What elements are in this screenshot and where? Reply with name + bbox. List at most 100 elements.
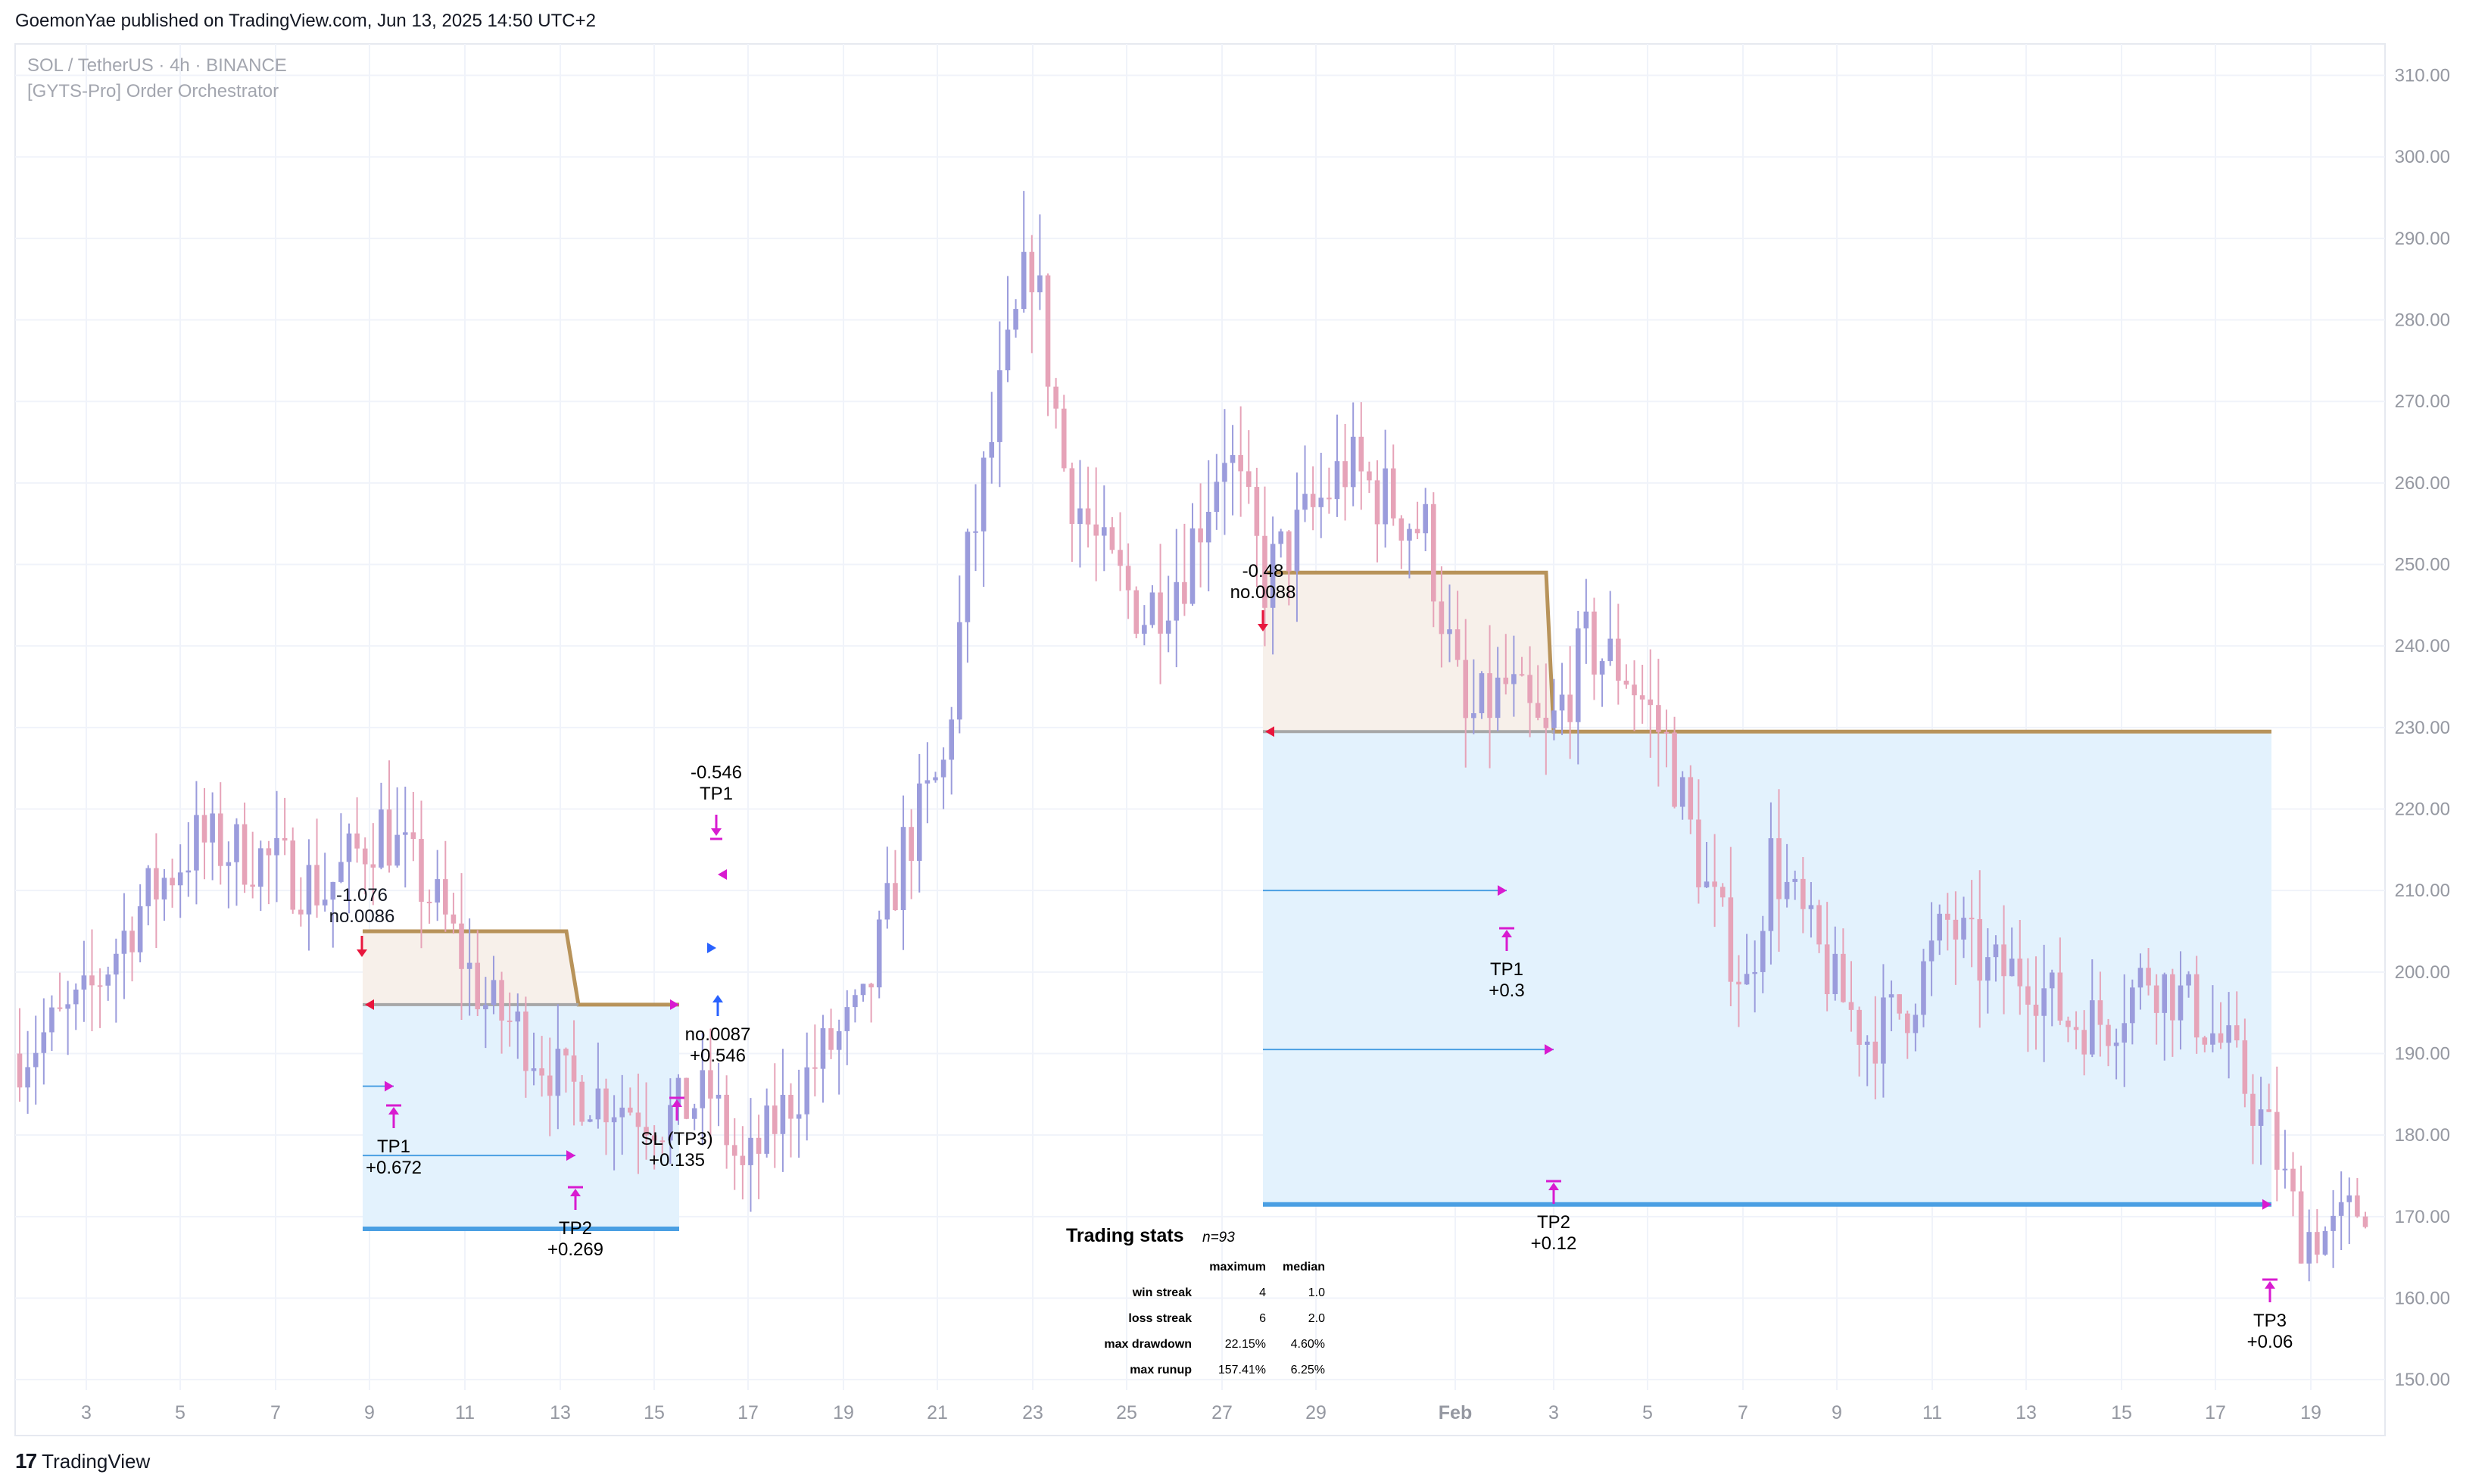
candle-body xyxy=(443,879,448,915)
candle-body xyxy=(1551,710,1557,728)
candle-body xyxy=(25,1067,30,1088)
candle-body xyxy=(611,1117,617,1123)
tradingview-brand: TradingView xyxy=(42,1449,151,1473)
candle-body xyxy=(1133,590,1140,634)
price-tick-label: 180.00 xyxy=(2395,1125,2450,1146)
candle-body xyxy=(1888,994,1894,998)
price-tick-label: 170.00 xyxy=(2395,1207,2450,1227)
candle-body xyxy=(1158,592,1163,634)
candle-body xyxy=(1367,471,1372,481)
candle-body xyxy=(2290,1168,2296,1192)
candle-body xyxy=(860,984,866,996)
candle-body xyxy=(796,1114,802,1119)
candle-body xyxy=(893,883,898,911)
candle-body xyxy=(154,868,159,899)
candle-body xyxy=(748,1137,753,1165)
price-axis[interactable]: 310.00 300.00 290.00 280.00 270.00 260.00 250.… xyxy=(2395,66,2450,1391)
candle-body xyxy=(419,839,424,902)
price-tick-label: 190.00 xyxy=(2395,1044,2450,1065)
candle-body xyxy=(1945,913,1950,920)
candle-body xyxy=(435,879,440,903)
candle-body xyxy=(2049,972,2055,989)
time-tick-label: 15 xyxy=(644,1402,665,1423)
target-zone xyxy=(1263,731,2271,1205)
candle-body xyxy=(635,1112,641,1127)
candle-body xyxy=(1752,971,1757,974)
candle-body xyxy=(2346,1195,2352,1202)
candle-body xyxy=(1479,673,1485,713)
candle-body xyxy=(1632,684,1637,696)
time-tick-label: 19 xyxy=(2300,1402,2321,1423)
candle-body xyxy=(764,1105,769,1154)
candle-body xyxy=(17,1053,23,1088)
candle-body xyxy=(226,862,232,866)
candle-body xyxy=(2041,988,2047,1016)
candle-body xyxy=(33,1052,39,1068)
arrow-down-icon xyxy=(711,828,722,836)
candle-body xyxy=(957,622,962,720)
candle-body xyxy=(1390,468,1396,519)
candle-body xyxy=(1118,550,1123,566)
candle-body xyxy=(587,1119,593,1122)
candle-body xyxy=(924,780,931,784)
candle-body xyxy=(1744,974,1750,985)
candle-body xyxy=(394,834,400,866)
candle-body xyxy=(2097,1000,2103,1025)
candle-body xyxy=(1222,463,1227,482)
candles xyxy=(17,191,2368,1282)
entry-triangle-icon xyxy=(365,999,374,1010)
price-tick-label: 220.00 xyxy=(2395,800,2450,820)
candle-body xyxy=(2066,1020,2071,1027)
tradingview-logo[interactable]: 17 TradingView xyxy=(15,1449,150,1473)
time-tick-label: 9 xyxy=(364,1402,375,1423)
price-tick-label: 160.00 xyxy=(2395,1289,2450,1309)
trade3-tp2-pnl: +0.12 xyxy=(1531,1233,1577,1254)
candle-body xyxy=(933,777,938,781)
price-tick-label: 150.00 xyxy=(2395,1370,2450,1390)
time-tick-label: 5 xyxy=(1642,1402,1653,1423)
candle-body xyxy=(1776,838,1782,899)
candle-body xyxy=(194,815,199,871)
candle-body xyxy=(65,1004,70,1009)
candle-body xyxy=(210,813,215,843)
candle-body xyxy=(1679,777,1685,807)
candle-body xyxy=(1559,694,1565,711)
candle-body xyxy=(1093,524,1099,536)
price-tick-label: 230.00 xyxy=(2395,718,2450,738)
price-tick-label: 310.00 xyxy=(2395,66,2450,86)
candle-body xyxy=(2242,1040,2248,1094)
candle-body xyxy=(1254,487,1260,536)
candle-body xyxy=(234,824,239,862)
arrow-up-icon xyxy=(1501,930,1512,937)
candle-body xyxy=(1471,712,1476,719)
candle-body xyxy=(2331,1215,2336,1231)
candle-body xyxy=(820,1028,826,1069)
candle-body xyxy=(1454,629,1461,660)
candle-body xyxy=(2226,1025,2231,1043)
candle-body xyxy=(1567,694,1573,722)
candle-body xyxy=(298,909,304,915)
candle-body xyxy=(1937,913,1942,941)
candle-body xyxy=(523,1011,528,1071)
arrow-up-icon xyxy=(712,995,723,1002)
candle-body xyxy=(1969,918,1975,920)
trade3-tp3-label: TP3 xyxy=(2253,1311,2287,1331)
candle-body xyxy=(290,840,296,910)
candle-body xyxy=(1439,601,1445,634)
stats-row-label: loss streak xyxy=(1128,1312,1192,1325)
candle-body xyxy=(1792,878,1798,882)
candle-body xyxy=(2137,968,2143,988)
arrow-up-icon xyxy=(2265,1281,2275,1289)
candle-body xyxy=(965,532,971,622)
candle-body xyxy=(491,980,497,1005)
candle-body xyxy=(1278,531,1283,544)
time-axis[interactable]: 3 5 7 9 11 13 15 17 19 21 23 25 27 29 Feb 3 5 7 9 11 13 15 17 1… xyxy=(81,1402,2321,1423)
trade2-pnl: +0.546 xyxy=(690,1046,746,1066)
candle-body xyxy=(1142,625,1147,634)
candle-body xyxy=(410,832,416,840)
time-tick-label: 17 xyxy=(737,1402,759,1423)
candle-body xyxy=(145,868,151,906)
candle-body xyxy=(1808,905,1814,909)
candle-body xyxy=(1045,275,1051,387)
